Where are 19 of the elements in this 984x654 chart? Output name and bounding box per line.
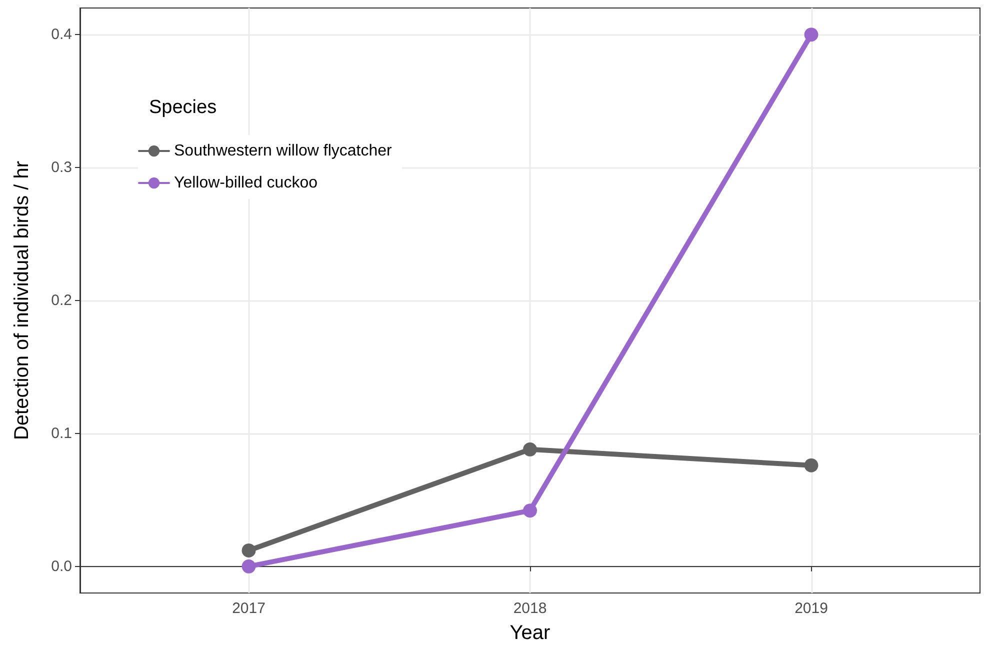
y-tick-label: 0.2 [51,292,72,309]
point [242,559,256,574]
point [804,458,818,472]
legend-label: Yellow-billed cuckoo [174,174,318,192]
y-tick-label: 0.4 [51,26,72,44]
point [804,28,818,42]
y-tick-label: 0.1 [51,424,72,442]
point [523,504,537,518]
y-tick-label: 0.0 [51,558,72,575]
y-tick-label: 0.3 [51,159,72,176]
x-tick-label: 2019 [794,600,828,617]
point [523,442,537,456]
x-axis-title: Year [510,622,551,644]
y-axis-title: Detection of individual birds / hr [11,160,33,440]
legend-label: Southwestern willow flycatcher [174,142,393,160]
point [242,543,256,558]
legend-title: Species [149,97,217,118]
x-tick-label: 2018 [513,600,547,617]
x-tick-label: 2017 [232,600,266,617]
